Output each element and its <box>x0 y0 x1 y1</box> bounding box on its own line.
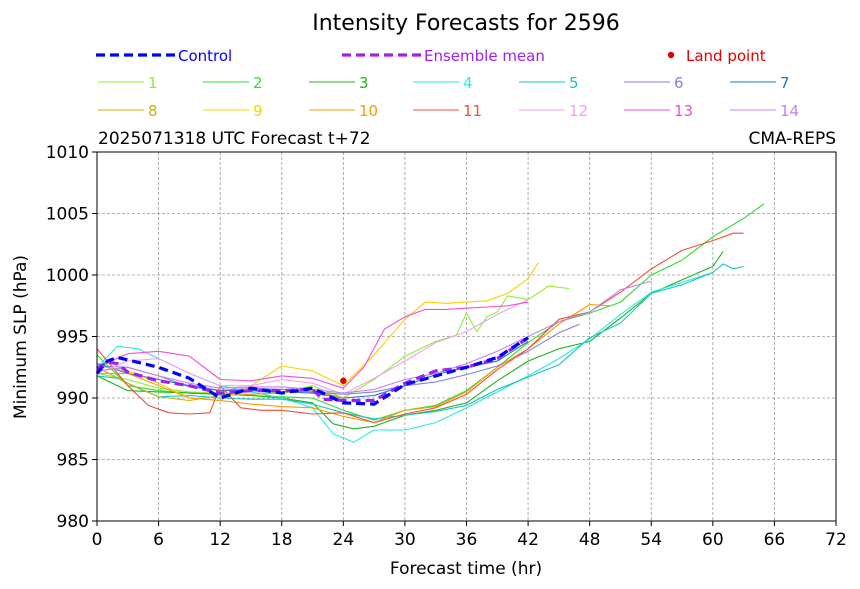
x-axis-ticks: 0 6 12 18 24 30 36 42 48 54 60 66 72 <box>92 521 847 550</box>
x-tick-label: 18 <box>271 530 293 550</box>
y-tick-label: 1010 <box>46 143 89 163</box>
x-tick-label: 24 <box>333 530 355 550</box>
x-tick-label: 6 <box>153 530 164 550</box>
legend-label-member-8: 8 <box>148 102 158 120</box>
series-line-10 <box>97 303 611 424</box>
legend-label-member-7: 7 <box>780 74 790 92</box>
y-axis-ticks: 980 985 990 995 1000 1005 1010 <box>46 143 97 532</box>
series-line-14 <box>96 280 652 394</box>
legend-label-control: Control <box>178 47 232 65</box>
x-tick-label: 30 <box>394 530 416 550</box>
x-axis-label: Forecast time (hr) <box>390 559 542 579</box>
legend-label-member-14: 14 <box>780 102 799 120</box>
series-line-13 <box>96 301 529 389</box>
legend-label-member-6: 6 <box>674 74 684 92</box>
series-line-control <box>95 336 529 406</box>
legend-label-member-1: 1 <box>148 74 158 92</box>
y-tick-label: 995 <box>57 328 89 348</box>
series-line-12 <box>96 299 529 395</box>
x-tick-label: 36 <box>456 530 478 550</box>
series-line-5 <box>96 263 744 420</box>
legend-label-member-13: 13 <box>674 102 693 120</box>
y-tick-label: 990 <box>57 389 89 409</box>
legend-marker-land-point <box>667 51 675 59</box>
legend-label-member-5: 5 <box>569 74 579 92</box>
x-tick-label: 66 <box>764 530 786 550</box>
land-point-marker <box>340 377 347 384</box>
land-point-markers <box>340 377 347 384</box>
x-tick-label: 12 <box>209 530 231 550</box>
series-line-ensemble-mean <box>96 336 529 403</box>
chart-title: Intensity Forecasts for 2596 <box>312 11 620 36</box>
y-tick-label: 1000 <box>46 266 89 286</box>
legend-label-member-11: 11 <box>463 102 482 120</box>
x-tick-label: 0 <box>92 530 103 550</box>
legend-label-member-12: 12 <box>569 102 588 120</box>
x-tick-label: 54 <box>640 530 662 550</box>
x-tick-label: 60 <box>702 530 724 550</box>
chart-subtitle-right: CMA-REPS <box>748 129 836 149</box>
y-tick-label: 985 <box>57 451 89 471</box>
grid-lines <box>97 152 836 521</box>
legend-label-member-3: 3 <box>359 74 369 92</box>
x-tick-label: 42 <box>517 530 539 550</box>
legend-label-member-10: 10 <box>359 102 378 120</box>
chart-subtitle-left: 2025071318 UTC Forecast t+72 <box>98 129 371 149</box>
legend-label-land-point: Land point <box>686 47 766 65</box>
series-line-1 <box>96 285 570 399</box>
y-axis-label: Minimum SLP (hPa) <box>11 255 31 419</box>
series-line-11 <box>96 232 744 424</box>
legend-label-member-9: 9 <box>253 102 263 120</box>
x-tick-label: 48 <box>579 530 601 550</box>
legend-label-member-4: 4 <box>463 74 473 92</box>
series-lines <box>95 203 765 443</box>
legend-label-member-2: 2 <box>253 74 263 92</box>
legend-label-ensemble-mean: Ensemble mean <box>424 47 545 65</box>
y-tick-label: 1005 <box>46 205 89 225</box>
y-tick-label: 980 <box>57 512 89 532</box>
series-line-8 <box>96 366 344 402</box>
x-tick-label: 72 <box>825 530 847 550</box>
